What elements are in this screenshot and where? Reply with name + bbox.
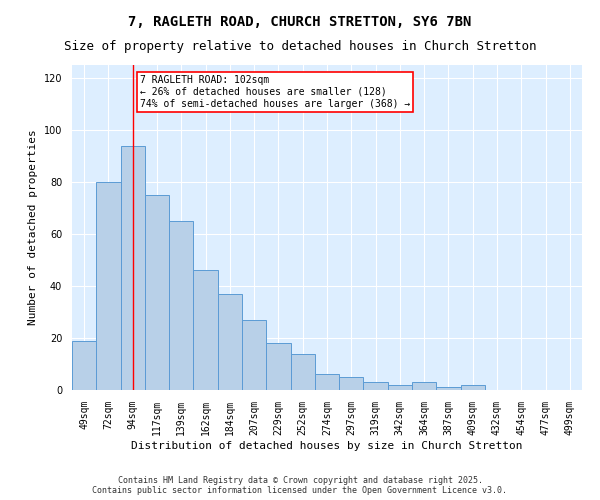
- Bar: [96, 182, 121, 390]
- Text: Contains HM Land Registry data © Crown copyright and database right 2025.
Contai: Contains HM Land Registry data © Crown c…: [92, 476, 508, 495]
- Bar: [339, 377, 364, 390]
- Bar: [315, 374, 339, 390]
- Bar: [436, 388, 461, 390]
- Bar: [242, 320, 266, 390]
- Bar: [121, 146, 145, 390]
- Bar: [290, 354, 315, 390]
- Bar: [145, 195, 169, 390]
- Text: 7 RAGLETH ROAD: 102sqm
← 26% of detached houses are smaller (128)
74% of semi-de: 7 RAGLETH ROAD: 102sqm ← 26% of detached…: [140, 76, 410, 108]
- Bar: [388, 385, 412, 390]
- Bar: [193, 270, 218, 390]
- Y-axis label: Number of detached properties: Number of detached properties: [28, 130, 38, 326]
- Bar: [218, 294, 242, 390]
- Bar: [364, 382, 388, 390]
- Bar: [169, 221, 193, 390]
- Bar: [72, 340, 96, 390]
- Bar: [266, 343, 290, 390]
- Bar: [461, 385, 485, 390]
- Text: Size of property relative to detached houses in Church Stretton: Size of property relative to detached ho…: [64, 40, 536, 53]
- Bar: [412, 382, 436, 390]
- X-axis label: Distribution of detached houses by size in Church Stretton: Distribution of detached houses by size …: [131, 440, 523, 450]
- Text: 7, RAGLETH ROAD, CHURCH STRETTON, SY6 7BN: 7, RAGLETH ROAD, CHURCH STRETTON, SY6 7B…: [128, 15, 472, 29]
